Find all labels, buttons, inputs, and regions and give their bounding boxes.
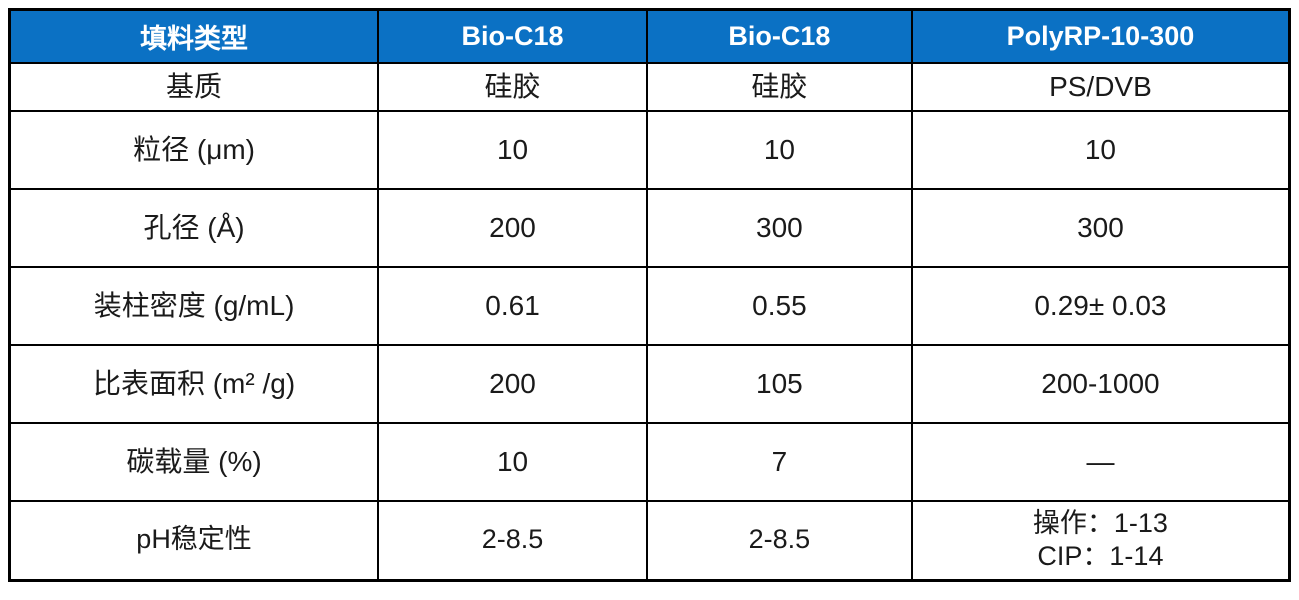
table-cell: 硅胶 [377,61,648,112]
table-cell: 300 [645,187,913,268]
table-cell: 200 [377,343,648,424]
table-row-pore-size: 孔径 (Å) 200 300 300 [8,187,1291,268]
table-cell: 200 [377,187,648,268]
table-row-matrix: 基质 硅胶 硅胶 PS/DVB [8,61,1291,112]
table-cell: 0.61 [377,265,648,346]
table-cell: 10 [377,109,648,190]
row-label: 装柱密度 (g/mL) [8,265,380,346]
packing-material-spec-table: 填料类型 Bio-C18 Bio-C18 PolyRP-10-300 基质 硅胶… [8,8,1291,582]
table-cell: PS/DVB [910,61,1291,112]
column-header-packing-type: 填料类型 [8,8,380,64]
table-cell: 0.55 [645,265,913,346]
table-row-carbon-load: 碳载量 (%) 10 7 — [8,421,1291,502]
table-cell: 300 [910,187,1291,268]
table-row-packing-density: 装柱密度 (g/mL) 0.61 0.55 0.29± 0.03 [8,265,1291,346]
table-row-surface-area: 比表面积 (m² /g) 200 105 200-1000 [8,343,1291,424]
column-header-bio-c18-2: Bio-C18 [645,8,913,64]
column-header-polyrp: PolyRP-10-300 [910,8,1291,64]
table-cell: 硅胶 [645,61,913,112]
table-row-particle-size: 粒径 (μm) 10 10 10 [8,109,1291,190]
table-row-ph-stability: pH稳定性 2-8.5 2-8.5 操作：1-13 CIP：1-14 [8,499,1291,582]
table-cell: 200-1000 [910,343,1291,424]
table-cell: 0.29± 0.03 [910,265,1291,346]
table-cell: 10 [377,421,648,502]
row-label: 基质 [8,61,380,112]
table-cell: 10 [645,109,913,190]
table-cell: 2-8.5 [645,499,913,582]
row-label: pH稳定性 [8,499,380,582]
table-cell: 105 [645,343,913,424]
row-label: 比表面积 (m² /g) [8,343,380,424]
table-cell: 2-8.5 [377,499,648,582]
table-cell: 10 [910,109,1291,190]
table-cell: 操作：1-13 CIP：1-14 [910,499,1291,582]
table-cell: 7 [645,421,913,502]
row-label: 孔径 (Å) [8,187,380,268]
table-cell: — [910,421,1291,502]
column-header-bio-c18-1: Bio-C18 [377,8,648,64]
row-label: 粒径 (μm) [8,109,380,190]
row-label: 碳载量 (%) [8,421,380,502]
packing-material-spec-table-container: 填料类型 Bio-C18 Bio-C18 PolyRP-10-300 基质 硅胶… [8,8,1291,582]
header-row: 填料类型 Bio-C18 Bio-C18 PolyRP-10-300 [8,8,1291,64]
